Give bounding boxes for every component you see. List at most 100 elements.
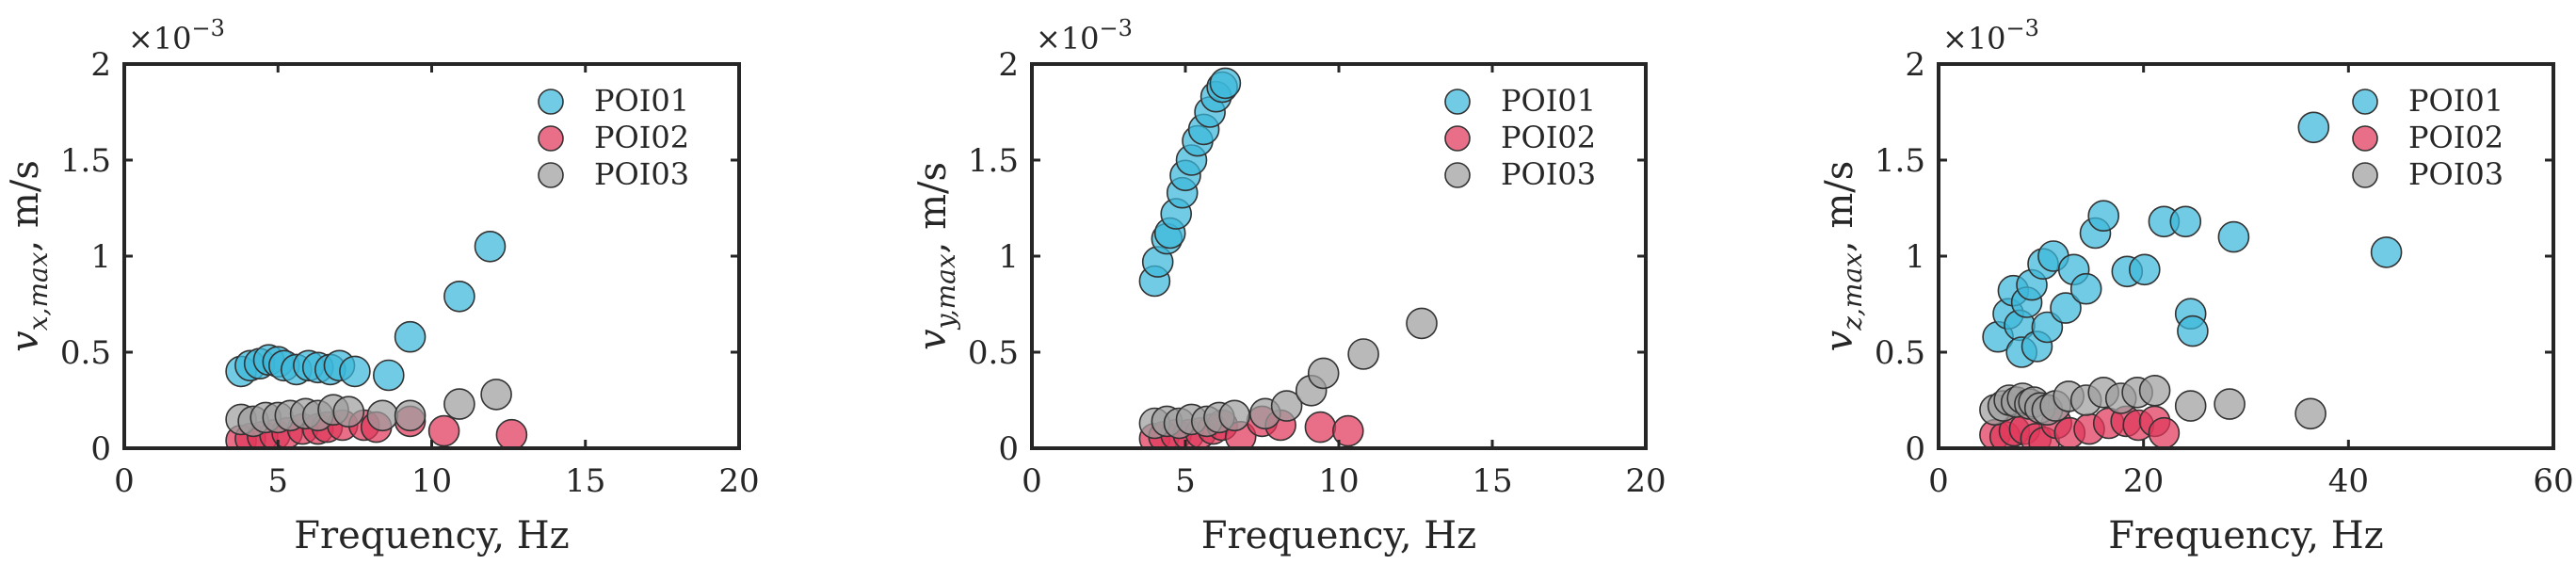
y-tick-label: 0.5 — [1875, 334, 1925, 372]
chart-panel-2: 0 5 10 15 20 0 0.5 1 1.5 2 ×10−3 Frequency, Hz vy,ma… — [911, 15, 1666, 557]
legend-marker-poi02 — [2352, 125, 2378, 152]
x-tick-label: 20 — [1625, 462, 1666, 500]
y-tick-label: 0.5 — [60, 334, 111, 372]
x-tick-label: 5 — [1175, 462, 1196, 500]
x-tick-label: 10 — [411, 462, 452, 500]
data-point-poi03 — [443, 388, 475, 420]
y-label-unit: , m/s — [1818, 161, 1861, 252]
x-tick-label: 5 — [267, 462, 288, 500]
legend-label-poi03: POI03 — [1501, 156, 1596, 192]
legend-marker-poi03 — [2352, 162, 2378, 188]
y-label-subscript: z,max — [1837, 252, 1868, 331]
data-point-poi03 — [1218, 399, 1250, 432]
x-tick-label: 0 — [114, 462, 135, 500]
data-point-poi03 — [2138, 374, 2171, 407]
data-point-poi02 — [495, 418, 528, 448]
data-point-poi03 — [480, 379, 512, 411]
y-tick-label: 0 — [90, 430, 111, 468]
y-label-subscript: x,max — [23, 251, 54, 331]
markers-group — [1138, 67, 1438, 448]
series-poi01 — [1982, 111, 2403, 368]
x-tick-label: 15 — [1472, 462, 1512, 500]
data-point-poi01 — [443, 280, 475, 313]
markers-group — [1979, 111, 2403, 448]
data-point-poi01 — [2129, 253, 2161, 286]
legend-label-poi01: POI01 — [594, 83, 689, 119]
data-point-poi03 — [1270, 390, 1303, 422]
y-axis-label: vy,max, m/s — [911, 162, 961, 350]
data-point-poi01 — [2169, 205, 2202, 238]
data-point-poi01 — [394, 320, 427, 353]
data-point-poi01 — [2297, 111, 2330, 144]
y-tick-label: 1.5 — [60, 142, 111, 180]
y-label-symbol: v — [4, 331, 47, 352]
data-point-poi01 — [2177, 315, 2209, 347]
data-point-poi01 — [474, 230, 507, 263]
data-point-poi01 — [2031, 311, 2064, 344]
x-tick-label: 10 — [1318, 462, 1359, 500]
y-tick-label: 1 — [90, 238, 111, 276]
y-tick-label: 0 — [1905, 430, 1925, 468]
data-point-poi01 — [2370, 236, 2403, 268]
series-poi03 — [225, 379, 512, 438]
data-point-poi02 — [1304, 411, 1337, 444]
data-point-poi01 — [1209, 67, 1242, 100]
exponent-power: −3 — [2006, 15, 2039, 41]
data-point-poi01 — [372, 359, 405, 392]
y-tick-label: 2 — [1905, 46, 1925, 84]
legend-label-poi02: POI02 — [594, 120, 689, 155]
x-axis-label: Frequency, Hz — [2108, 514, 2383, 557]
data-point-poi03 — [366, 399, 399, 432]
y-label-symbol: v — [911, 329, 955, 350]
legend-marker-poi03 — [1444, 162, 1471, 188]
exponent-base: ×10 — [1942, 21, 2006, 56]
legend-marker-poi01 — [538, 89, 564, 115]
y-tick-label: 2 — [998, 46, 1019, 84]
x-tick-label: 40 — [2328, 462, 2369, 500]
data-point-poi03 — [2294, 397, 2326, 430]
y-label-subscript: y,max — [930, 253, 961, 331]
y-tick-label: 2 — [90, 46, 111, 84]
data-point-poi01 — [339, 355, 371, 388]
x-axis-label: Frequency, Hz — [294, 514, 569, 557]
data-point-poi02 — [427, 414, 460, 447]
data-point-poi02 — [1332, 414, 1364, 447]
legend-label-poi02: POI02 — [1501, 120, 1596, 155]
x-tick-label: 20 — [2123, 462, 2164, 500]
legend-label-poi03: POI03 — [594, 156, 689, 192]
legend-label-poi01: POI01 — [2408, 83, 2504, 119]
y-tick-label: 0 — [998, 430, 1019, 468]
data-point-poi03 — [332, 396, 365, 428]
data-point-poi03 — [2174, 390, 2207, 422]
data-point-poi01 — [2217, 220, 2250, 253]
series-poi03 — [1138, 307, 1438, 440]
legend-label-poi02: POI02 — [2408, 120, 2504, 155]
y-label-symbol: v — [1818, 330, 1861, 351]
exponent-power: −3 — [192, 15, 225, 41]
data-point-poi01 — [2050, 292, 2082, 324]
y-tick-label: 1 — [1905, 238, 1925, 276]
data-point-poi01 — [2087, 200, 2119, 232]
x-tick-label: 0 — [1928, 462, 1949, 500]
legend-marker-poi02 — [1444, 125, 1471, 152]
data-point-poi02 — [2148, 416, 2181, 448]
markers-group — [225, 230, 528, 448]
y-tick-label: 0.5 — [968, 334, 1019, 372]
exponent-base: ×10 — [128, 21, 192, 56]
series-poi03 — [1979, 374, 2326, 430]
legend-marker-poi01 — [1444, 89, 1471, 115]
data-point-poi03 — [1307, 357, 1340, 390]
y-exponent-label: ×10−3 — [128, 15, 225, 56]
y-label-unit: , m/s — [4, 160, 47, 251]
data-point-poi03 — [1406, 307, 1438, 340]
legend-marker-poi03 — [538, 162, 564, 188]
y-axis-label: vz,max, m/s — [1818, 161, 1868, 352]
y-exponent-label: ×10−3 — [1942, 15, 2039, 56]
data-point-poi03 — [2214, 388, 2246, 420]
series-poi01 — [225, 230, 507, 392]
data-point-poi01 — [2069, 272, 2102, 305]
legend-label-poi01: POI01 — [1501, 83, 1596, 119]
